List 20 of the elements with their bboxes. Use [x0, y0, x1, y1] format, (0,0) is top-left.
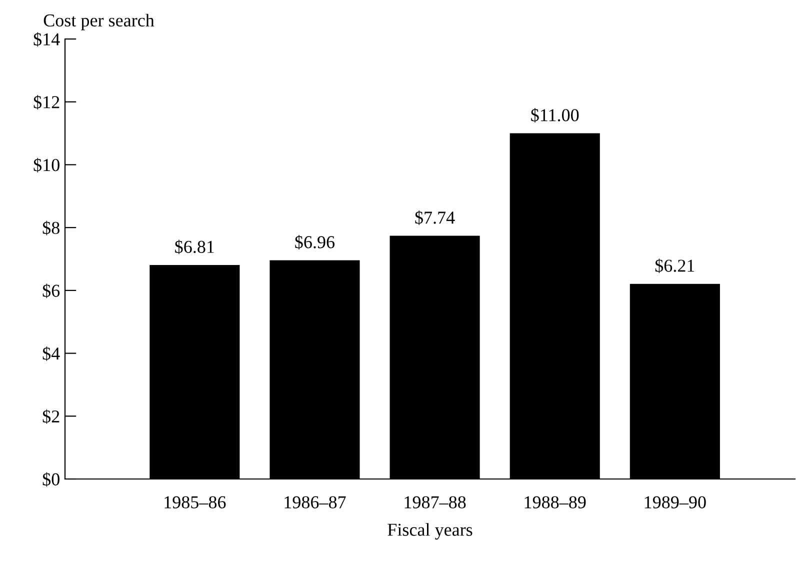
data-label: $7.74 [415, 210, 455, 225]
x-tick-label: 1988–89 [524, 496, 586, 508]
y-tick-label: $6 [42, 284, 60, 298]
y-axis-title: Cost per search [44, 14, 154, 30]
y-tick-label: $8 [42, 220, 60, 236]
data-label: $11.00 [531, 108, 579, 122]
data-label: $6.96 [295, 235, 335, 250]
x-tick-label: 1987–88 [404, 496, 466, 508]
x-tick-label: 1989–90 [644, 496, 706, 508]
y-tick-label: $14 [34, 32, 60, 47]
y-tick-label: $0 [42, 472, 60, 487]
y-tick-label: $10 [34, 158, 60, 172]
y-tick-label: $12 [34, 95, 60, 110]
y-tick-label: $2 [42, 409, 60, 424]
data-label: $6.81 [175, 240, 214, 254]
data-label: $6.21 [655, 258, 694, 274]
x-tick-label: 1985–86 [164, 496, 226, 508]
y-tick-label: $4 [42, 346, 60, 361]
x-tick-label: 1986–87 [284, 496, 346, 508]
x-axis-title: Fiscal years [388, 523, 472, 540]
